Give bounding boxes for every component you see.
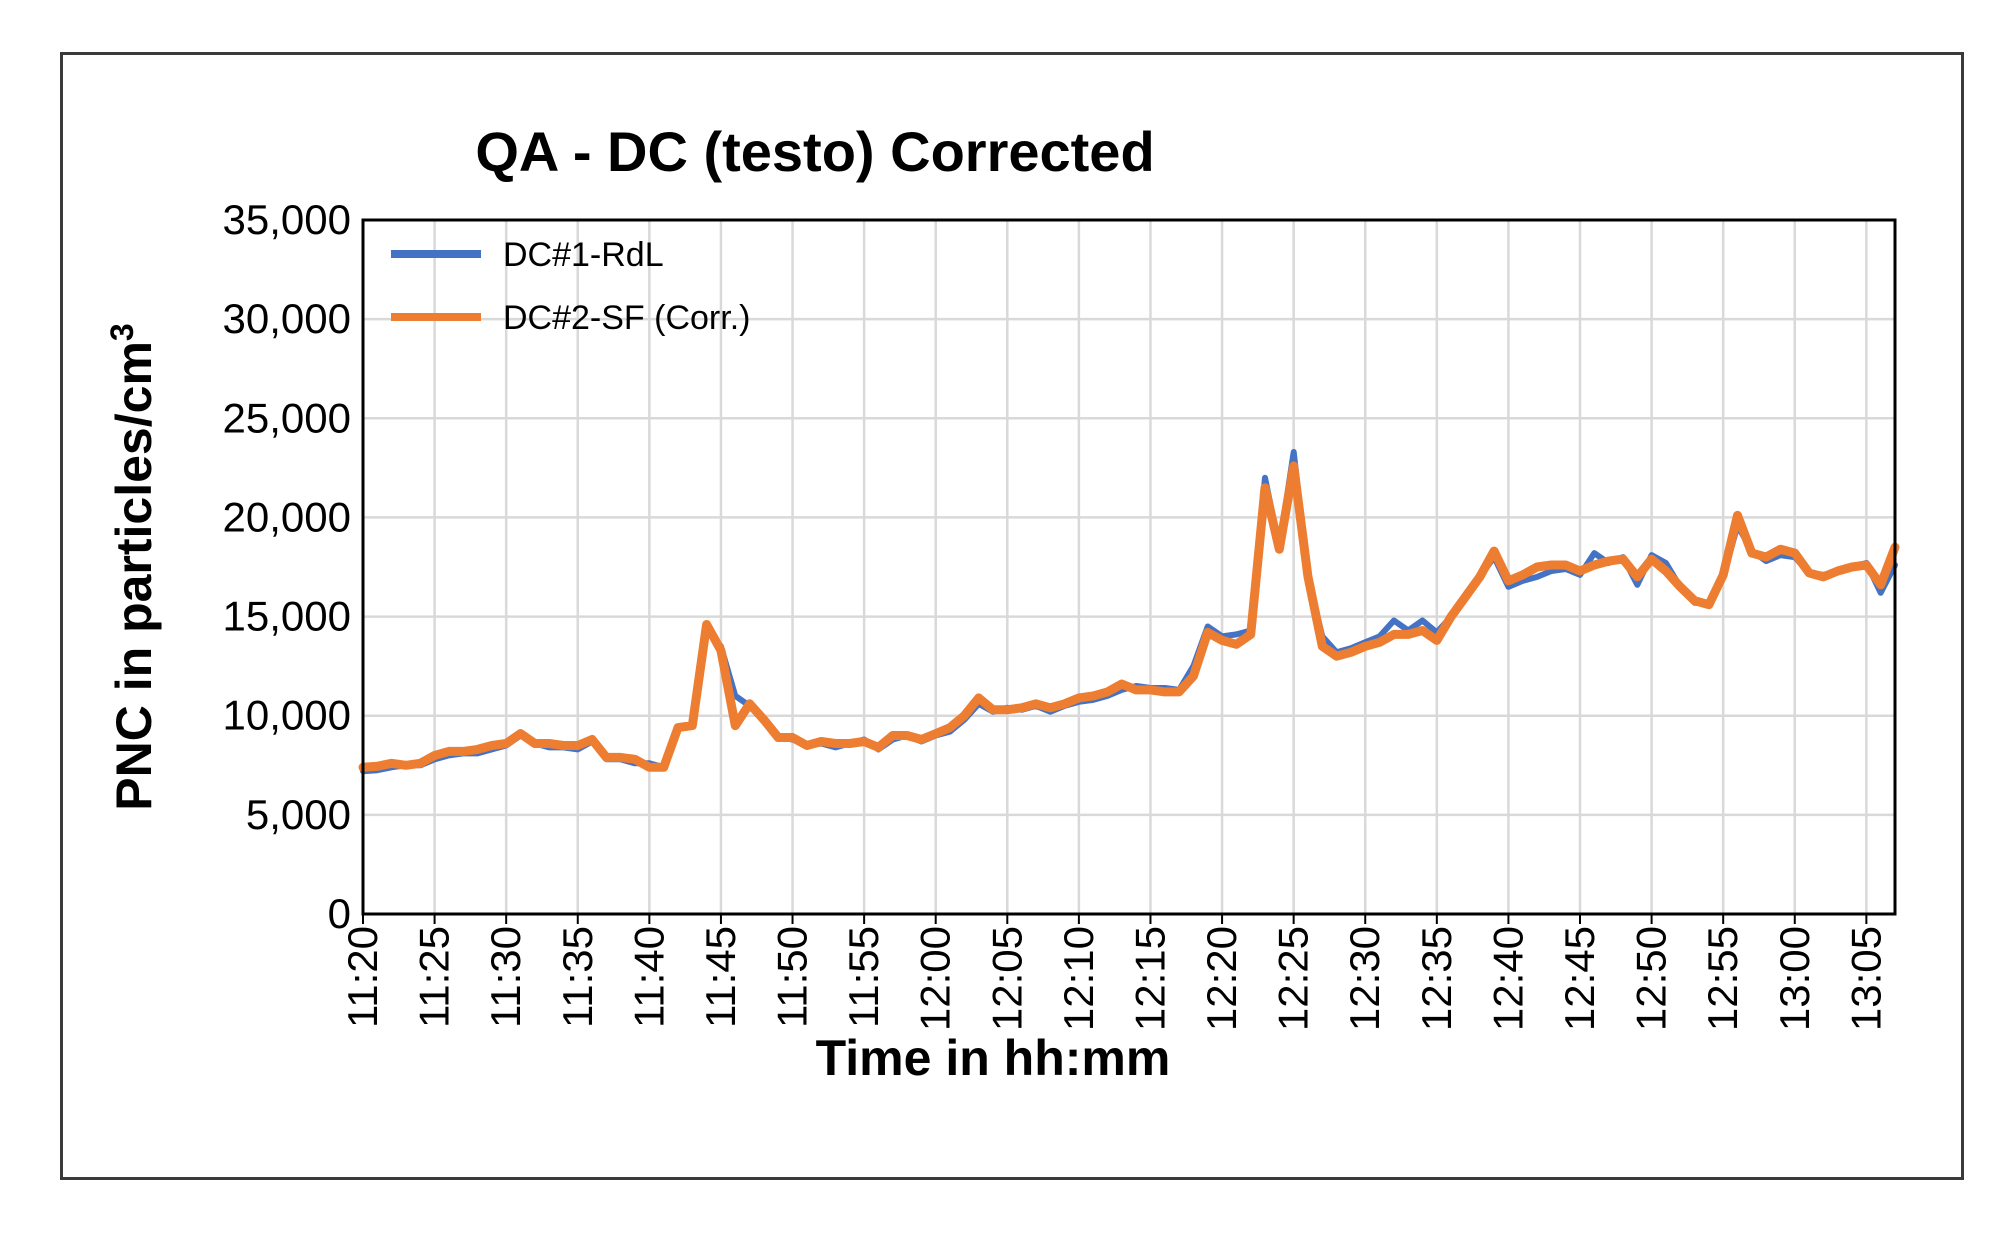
y-tick-label: 30,000: [223, 295, 351, 342]
y-tick-label: 10,000: [223, 692, 351, 739]
series-layer: [358, 449, 1900, 775]
y-tick-label: 15,000: [223, 593, 351, 640]
x-tick-label: 12:45: [1556, 926, 1603, 1031]
x-tick-label: 12:20: [1198, 926, 1245, 1031]
x-tick-label: 11:30: [482, 926, 529, 1028]
y-tick-label: 5,000: [246, 791, 351, 838]
x-tick-label: 13:00: [1771, 926, 1818, 1031]
grid-layer: [361, 218, 1895, 916]
tick-layer: 0 5,000 10,000 15,000 20,000 25,000 30,000 35,0…: [223, 196, 1890, 1031]
chart-frame: QA - DC (testo) Corrected 0 5,000 10,000 15…: [60, 52, 1964, 1180]
chart-title: QA - DC (testo) Corrected: [475, 120, 1154, 183]
x-tick-label: 12:50: [1628, 926, 1675, 1031]
legend: DC#1-RdL DC#2-SF (Corr.): [391, 236, 750, 337]
x-tick-label: 11:35: [554, 926, 601, 1028]
y-tick-label: 35,000: [223, 196, 351, 243]
y-axis-title-main: PNC in particles/cm: [106, 341, 162, 811]
y-tick-label: 20,000: [223, 493, 351, 540]
x-tick-label: 12:25: [1270, 926, 1317, 1031]
x-tick-label: 11:55: [840, 926, 887, 1028]
legend-label-dc1: DC#1-RdL: [503, 236, 664, 274]
x-tick-label: 12:30: [1341, 926, 1388, 1031]
plot-border: [361, 218, 1897, 916]
y-tick-label: 0: [328, 890, 351, 937]
x-tick-label: 11:40: [625, 926, 672, 1028]
x-tick-label: 12:10: [1055, 926, 1102, 1031]
x-axis-title: Time in hh:mm: [816, 1030, 1171, 1086]
y-axis-title-superscript: 3: [104, 323, 140, 341]
x-tick-label: 12:40: [1484, 926, 1531, 1031]
x-tick-label: 12:55: [1699, 926, 1746, 1031]
x-tick-label: 11:25: [411, 926, 458, 1028]
x-tick-label: 11:50: [769, 926, 816, 1028]
y-axis-title: PNC in particles/cm3: [104, 323, 162, 810]
series-line-1: [360, 449, 1898, 775]
series-line-2: [358, 461, 1900, 772]
x-tick-label: 12:05: [983, 926, 1030, 1031]
x-tick-label: 13:05: [1842, 926, 1889, 1031]
x-tick-label: 11:20: [339, 926, 386, 1028]
x-tick-label: 12:35: [1413, 926, 1460, 1031]
chart-svg: QA - DC (testo) Corrected 0 5,000 10,000 15…: [104, 120, 1900, 1086]
x-tick-label: 12:15: [1126, 926, 1173, 1031]
x-tick-label: 12:00: [912, 926, 959, 1031]
legend-label-dc2: DC#2-SF (Corr.): [503, 299, 750, 337]
x-tick-label: 11:45: [697, 926, 744, 1028]
y-tick-label: 25,000: [223, 394, 351, 441]
